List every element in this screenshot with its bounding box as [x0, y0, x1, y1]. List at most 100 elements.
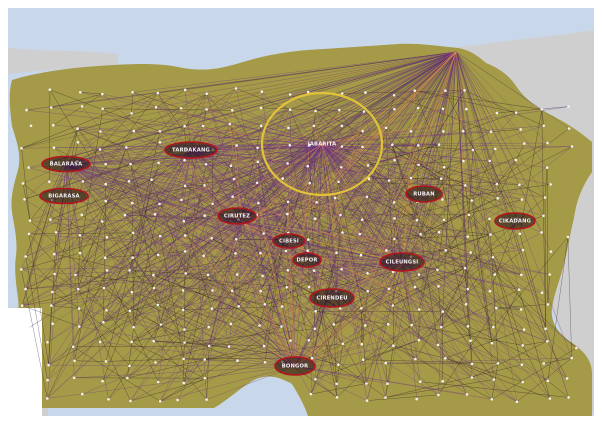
network-node: [153, 212, 157, 216]
link-line: [160, 378, 205, 402]
place-marker-cirendeu[interactable]: CIRENDEU: [309, 288, 355, 308]
network-node: [104, 182, 107, 186]
place-marker-jabarita[interactable]: JABARITA: [307, 142, 337, 148]
link-line: [465, 185, 470, 215]
link-line: [492, 257, 523, 346]
link-line: [363, 339, 419, 360]
link-line: [65, 163, 337, 384]
network-node: [359, 253, 363, 257]
network-node: [287, 126, 290, 130]
map-canvas[interactable]: BALARASA BIGARASA TARDAKANG JABARITA RUBAN CI…: [8, 8, 594, 416]
link-line: [321, 143, 442, 179]
place-marker-cileungsi[interactable]: CILEUNGSI: [379, 252, 425, 272]
link-line: [468, 214, 548, 342]
network-node: [24, 287, 27, 291]
link-line: [22, 221, 243, 306]
link-line: [77, 51, 457, 143]
network-node: [542, 214, 545, 218]
network-node: [542, 362, 546, 365]
network-node: [183, 341, 186, 344]
network-node: [288, 93, 292, 96]
network-node: [309, 392, 313, 396]
link-line: [471, 148, 496, 201]
place-label: JABARITA: [307, 142, 337, 148]
link-line: [455, 51, 498, 199]
link-line: [402, 199, 523, 264]
link-line: [341, 51, 457, 168]
link-line: [65, 163, 185, 330]
network-links-orange: [154, 51, 497, 367]
place-label: BONGOR: [282, 364, 309, 370]
place-marker-bigarasa[interactable]: BIGARASA: [39, 187, 89, 205]
network-node: [521, 248, 525, 252]
link-line: [468, 214, 493, 344]
link-line: [190, 149, 213, 291]
place-marker-ruban[interactable]: RUBAN: [405, 185, 443, 203]
network-node: [234, 252, 237, 255]
network-map[interactable]: BALARASA BIGARASA TARDAKANG JABARITA RUBAN CI…: [8, 8, 594, 416]
link-line: [418, 51, 457, 275]
network-node: [312, 124, 316, 128]
network-node: [543, 196, 547, 199]
link-line: [471, 200, 522, 275]
link-line: [65, 163, 549, 382]
network-node: [150, 178, 153, 182]
network-node: [211, 289, 214, 292]
link-line: [308, 340, 386, 398]
place-marker-cirutez[interactable]: CIRUTEZ: [217, 207, 257, 225]
network-node: [520, 273, 523, 277]
place-marker-tardamang[interactable]: TARDAKANG: [164, 141, 218, 159]
place-marker-depor[interactable]: DEPOR: [292, 252, 322, 268]
place-marker-balarasa[interactable]: BALARASA: [41, 155, 91, 173]
network-node: [314, 378, 317, 381]
network-node: [358, 232, 362, 236]
network-node: [259, 251, 262, 255]
place-marker-cibesi[interactable]: CIBESI: [272, 233, 306, 249]
link-line: [183, 143, 323, 359]
link-line: [103, 290, 184, 323]
link-line: [402, 262, 522, 310]
link-line: [51, 51, 457, 162]
link-line: [184, 235, 296, 367]
city-ring: [272, 233, 306, 249]
city-ring: [494, 212, 536, 230]
link-line: [190, 149, 230, 347]
link-line: [127, 327, 134, 379]
link-line: [207, 143, 323, 276]
link-line: [229, 123, 237, 146]
link-line: [385, 364, 522, 398]
link-line: [21, 163, 67, 306]
highlight-ellipse[interactable]: [260, 91, 384, 197]
link-line: [78, 308, 156, 363]
link-line: [131, 51, 457, 342]
link-line: [151, 179, 296, 367]
link-line: [241, 196, 368, 223]
link-line: [402, 149, 474, 264]
link-line: [455, 51, 552, 252]
network-node: [21, 182, 25, 185]
link-line: [204, 51, 457, 186]
link-line: [25, 256, 48, 381]
network-node: [546, 141, 549, 145]
link-line: [183, 342, 185, 359]
link-line: [238, 51, 457, 220]
link-line: [260, 51, 457, 292]
link-line: [190, 149, 439, 346]
network-node: [339, 166, 343, 169]
network-node: [338, 108, 341, 112]
link-line: [363, 51, 457, 360]
link-line: [65, 163, 283, 307]
network-node: [387, 179, 391, 182]
network-node: [470, 199, 474, 202]
network-node: [386, 323, 390, 326]
place-marker-cikadang[interactable]: CIKADANG: [494, 212, 536, 230]
network-node: [230, 289, 234, 293]
network-node: [340, 145, 344, 148]
link-line: [287, 51, 457, 271]
network-node: [463, 266, 467, 270]
place-marker-bongor[interactable]: BONGOR: [274, 356, 316, 376]
link-line: [402, 262, 421, 382]
network-node: [80, 105, 84, 108]
link-line: [321, 143, 366, 326]
network-node: [20, 268, 23, 271]
